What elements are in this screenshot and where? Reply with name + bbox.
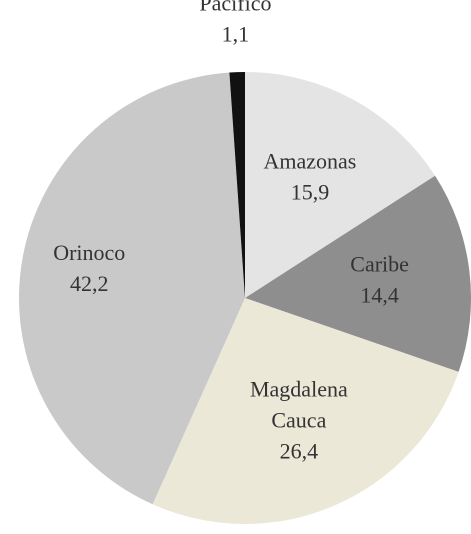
pie-slice: [229, 72, 245, 298]
slice-label: Pacífico: [199, 0, 271, 16]
pie-slice: [245, 175, 471, 372]
value-label: 14,4: [360, 282, 399, 307]
label-line: Amazonas: [264, 149, 357, 174]
slice-label: Orinoco: [53, 240, 125, 265]
slice-label: Magdalena Cauca: [250, 376, 348, 432]
slice-label: Caribe: [350, 251, 409, 276]
label-line: Cauca: [271, 407, 326, 432]
value-label: 15,9: [291, 180, 330, 205]
value-label: 1,1: [222, 22, 250, 47]
slice-label: Amazonas: [264, 149, 357, 174]
label-line: Magdalena: [250, 376, 348, 401]
label-line: Orinoco: [53, 240, 125, 265]
pie-slice: [152, 298, 459, 524]
value-label: 42,2: [70, 271, 109, 296]
label-line: Caribe: [350, 251, 409, 276]
value-label: 26,4: [280, 438, 319, 463]
pie-slice: [245, 72, 436, 298]
pie-slice: [18, 72, 245, 505]
label-line: Pacífico: [199, 0, 271, 16]
